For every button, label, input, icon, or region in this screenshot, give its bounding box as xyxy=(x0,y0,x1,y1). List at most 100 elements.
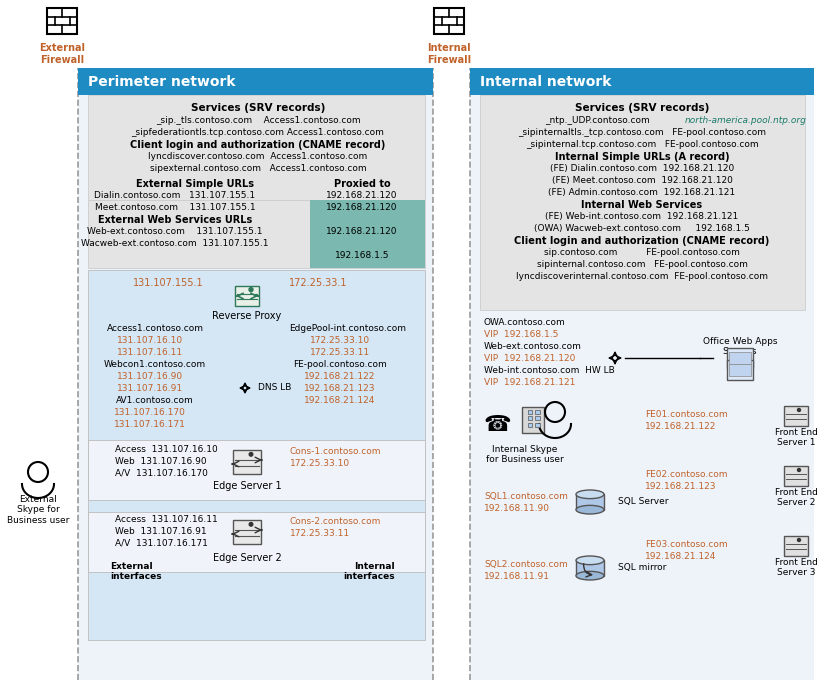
Text: Cons-1.contoso.com: Cons-1.contoso.com xyxy=(290,447,382,456)
Text: 131.107.16.10: 131.107.16.10 xyxy=(117,336,183,345)
Text: 192.168.21.120: 192.168.21.120 xyxy=(326,191,398,200)
Circle shape xyxy=(249,453,253,456)
Text: Internal Web Services: Internal Web Services xyxy=(581,200,703,210)
Bar xyxy=(576,560,604,576)
Text: 131.107.16.91: 131.107.16.91 xyxy=(117,384,183,393)
Ellipse shape xyxy=(576,505,604,514)
Bar xyxy=(88,95,425,200)
Bar xyxy=(527,423,532,427)
Circle shape xyxy=(249,523,253,526)
Text: FE-pool.contoso.com: FE-pool.contoso.com xyxy=(293,360,387,369)
Text: 192.168.21.123: 192.168.21.123 xyxy=(645,482,717,491)
Bar xyxy=(434,8,464,34)
Text: SQL1.contoso.com: SQL1.contoso.com xyxy=(484,492,568,501)
Text: Front End
Server 1: Front End Server 1 xyxy=(775,428,817,447)
Text: 192.168.21.122: 192.168.21.122 xyxy=(305,372,376,381)
Text: A/V  131.107.16.170: A/V 131.107.16.170 xyxy=(115,469,208,478)
Bar xyxy=(470,68,814,95)
Bar xyxy=(47,8,77,34)
Text: Internal
interfaces: Internal interfaces xyxy=(343,562,395,581)
Bar xyxy=(233,520,261,544)
Text: north-america.pool.ntp.org: north-america.pool.ntp.org xyxy=(685,116,807,125)
Bar xyxy=(535,410,540,414)
Text: Internal Skype
for Business user: Internal Skype for Business user xyxy=(486,445,563,464)
Bar xyxy=(235,286,259,306)
Ellipse shape xyxy=(576,571,604,580)
Text: 172.25.33.11: 172.25.33.11 xyxy=(290,529,351,538)
Text: _sipinternal.tcp.contoso.com   FE-pool.contoso.com: _sipinternal.tcp.contoso.com FE-pool.con… xyxy=(526,140,758,149)
Bar xyxy=(88,512,425,572)
Text: SQL2.contoso.com: SQL2.contoso.com xyxy=(484,560,568,569)
Text: Access  131.107.16.11: Access 131.107.16.11 xyxy=(115,515,218,524)
Circle shape xyxy=(798,408,800,412)
Bar xyxy=(527,410,532,414)
Text: 172.25.33.10: 172.25.33.10 xyxy=(290,459,351,468)
Bar xyxy=(784,466,808,486)
Text: Reverse Proxy: Reverse Proxy xyxy=(212,311,282,321)
Text: sipexternal.contoso.com   Access1.contoso.com: sipexternal.contoso.com Access1.contoso.… xyxy=(150,164,366,173)
Text: Perimeter network: Perimeter network xyxy=(88,75,236,89)
Text: Wacweb-ext.contoso.com  131.107.155.1: Wacweb-ext.contoso.com 131.107.155.1 xyxy=(81,239,269,248)
Text: Edge Server 2: Edge Server 2 xyxy=(213,553,282,563)
Text: External
Skype for
Business user: External Skype for Business user xyxy=(7,495,69,525)
Text: VIP  192.168.21.120: VIP 192.168.21.120 xyxy=(484,354,576,363)
Text: sip.contoso.com          FE-pool.contoso.com: sip.contoso.com FE-pool.contoso.com xyxy=(544,248,740,257)
Text: Edge Server 1: Edge Server 1 xyxy=(213,481,281,491)
Text: 131.107.16.90: 131.107.16.90 xyxy=(117,372,183,381)
Bar xyxy=(729,364,751,376)
Text: VIP  192.168.21.121: VIP 192.168.21.121 xyxy=(484,378,576,387)
Text: _ntp._UDP.contoso.com: _ntp._UDP.contoso.com xyxy=(545,116,649,125)
Text: sipinternal.contoso.com   FE-pool.contoso.com: sipinternal.contoso.com FE-pool.contoso.… xyxy=(536,260,748,269)
Text: 192.168.11.91: 192.168.11.91 xyxy=(484,572,550,581)
Text: 131.107.16.11: 131.107.16.11 xyxy=(117,348,183,357)
Bar xyxy=(727,360,753,380)
Text: Services (SRV records): Services (SRV records) xyxy=(191,103,325,113)
Text: (FE) Web-int.contoso.com  192.168.21.121: (FE) Web-int.contoso.com 192.168.21.121 xyxy=(545,212,739,221)
Bar xyxy=(576,495,604,510)
Text: FE02.contoso.com: FE02.contoso.com xyxy=(645,470,727,479)
Text: 131.107.16.170: 131.107.16.170 xyxy=(114,408,186,417)
Text: Web-int.contoso.com  HW LB: Web-int.contoso.com HW LB xyxy=(484,366,615,375)
Text: 172.25.33.11: 172.25.33.11 xyxy=(310,348,370,357)
Text: Services (SRV records): Services (SRV records) xyxy=(575,103,709,113)
Text: 131.107.16.171: 131.107.16.171 xyxy=(114,420,186,429)
Text: Front End
Server 3: Front End Server 3 xyxy=(775,558,817,577)
Text: Meet.contoso.com    131.107.155.1: Meet.contoso.com 131.107.155.1 xyxy=(95,203,256,212)
Bar xyxy=(88,440,425,500)
Text: FE01.contoso.com: FE01.contoso.com xyxy=(645,410,727,419)
Text: _sipinternaltls._tcp.contoso.com   FE-pool.contoso.com: _sipinternaltls._tcp.contoso.com FE-pool… xyxy=(518,128,766,137)
Bar xyxy=(470,95,814,680)
Text: 192.168.21.124: 192.168.21.124 xyxy=(645,552,717,561)
Text: Internal network: Internal network xyxy=(480,75,611,89)
Text: (FE) Meet.contoso.com  192.168.21.120: (FE) Meet.contoso.com 192.168.21.120 xyxy=(551,176,732,185)
Bar xyxy=(535,416,540,420)
Text: Client login and authorization (CNAME record): Client login and authorization (CNAME re… xyxy=(514,236,770,246)
Bar xyxy=(88,270,425,640)
Text: _sip._tls.contoso.com    Access1.contoso.com: _sip._tls.contoso.com Access1.contoso.co… xyxy=(156,116,360,125)
Text: lyncdiscover.contoso.com  Access1.contoso.com: lyncdiscover.contoso.com Access1.contoso… xyxy=(148,152,368,161)
Bar xyxy=(310,200,425,268)
Text: Internal
Firewall: Internal Firewall xyxy=(427,43,471,64)
Circle shape xyxy=(798,469,800,471)
Text: ☎: ☎ xyxy=(483,415,511,435)
Text: External Web Services URLs: External Web Services URLs xyxy=(98,215,252,225)
Text: 172.25.33.10: 172.25.33.10 xyxy=(310,336,370,345)
Text: SQL Server: SQL Server xyxy=(618,497,668,506)
Text: Webcon1.contoso.com: Webcon1.contoso.com xyxy=(104,360,206,369)
Bar xyxy=(527,416,532,420)
Bar xyxy=(480,95,805,310)
Text: lyncdiscoverinternal.contoso.com  FE-pool.contoso.com: lyncdiscoverinternal.contoso.com FE-pool… xyxy=(516,272,768,281)
Text: AV1.contoso.com: AV1.contoso.com xyxy=(116,396,194,405)
Text: 192.168.21.120: 192.168.21.120 xyxy=(326,203,398,212)
Bar xyxy=(88,200,425,268)
Text: SQL mirror: SQL mirror xyxy=(618,563,667,572)
Text: Client login and authorization (CNAME record): Client login and authorization (CNAME re… xyxy=(130,140,386,150)
Text: (FE) Dialin.contoso.com  192.168.21.120: (FE) Dialin.contoso.com 192.168.21.120 xyxy=(550,164,734,173)
Text: DNS LB: DNS LB xyxy=(258,384,292,393)
Bar xyxy=(522,407,544,433)
Text: (OWA) Wacweb-ext.contoso.com     192.168.1.5: (OWA) Wacweb-ext.contoso.com 192.168.1.5 xyxy=(534,224,750,233)
Bar xyxy=(784,536,808,556)
Text: 131.107.155.1: 131.107.155.1 xyxy=(133,278,203,288)
Circle shape xyxy=(249,287,253,291)
Ellipse shape xyxy=(576,556,604,564)
